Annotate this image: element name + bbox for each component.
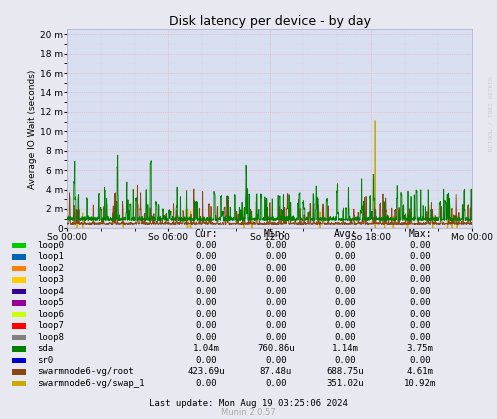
Text: 1.14m: 1.14m bbox=[332, 344, 359, 353]
Text: 0.00: 0.00 bbox=[195, 275, 217, 284]
Text: loop0: loop0 bbox=[37, 241, 64, 250]
Text: 0.00: 0.00 bbox=[334, 310, 356, 319]
Text: loop6: loop6 bbox=[37, 310, 64, 319]
Text: Cur:: Cur: bbox=[194, 229, 218, 239]
Text: RDTOOL / TOBI OETKER: RDTOOL / TOBI OETKER bbox=[489, 76, 494, 150]
Text: 0.00: 0.00 bbox=[195, 356, 217, 365]
Text: 0.00: 0.00 bbox=[409, 298, 431, 307]
Text: 0.00: 0.00 bbox=[334, 321, 356, 330]
Text: Munin 2.0.57: Munin 2.0.57 bbox=[221, 408, 276, 417]
Text: Last update: Mon Aug 19 03:25:06 2024: Last update: Mon Aug 19 03:25:06 2024 bbox=[149, 398, 348, 408]
Text: 0.00: 0.00 bbox=[409, 252, 431, 261]
Text: Avg:: Avg: bbox=[333, 229, 357, 239]
Text: 423.69u: 423.69u bbox=[187, 367, 225, 376]
Text: 0.00: 0.00 bbox=[265, 298, 287, 307]
Text: sr0: sr0 bbox=[37, 356, 53, 365]
Text: 0.00: 0.00 bbox=[409, 321, 431, 330]
Text: 0.00: 0.00 bbox=[265, 333, 287, 342]
Text: 688.75u: 688.75u bbox=[327, 367, 364, 376]
Text: 0.00: 0.00 bbox=[195, 252, 217, 261]
Text: loop7: loop7 bbox=[37, 321, 64, 330]
Text: 0.00: 0.00 bbox=[195, 310, 217, 319]
Text: loop5: loop5 bbox=[37, 298, 64, 307]
Text: 0.00: 0.00 bbox=[195, 287, 217, 296]
Text: 0.00: 0.00 bbox=[409, 333, 431, 342]
Text: 0.00: 0.00 bbox=[334, 252, 356, 261]
Text: 0.00: 0.00 bbox=[409, 356, 431, 365]
Text: 0.00: 0.00 bbox=[195, 264, 217, 273]
Text: 0.00: 0.00 bbox=[334, 264, 356, 273]
Text: sda: sda bbox=[37, 344, 53, 353]
Text: 0.00: 0.00 bbox=[334, 241, 356, 250]
Text: 0.00: 0.00 bbox=[409, 275, 431, 284]
Text: 3.75m: 3.75m bbox=[407, 344, 433, 353]
Text: swarmnode6-vg/swap_1: swarmnode6-vg/swap_1 bbox=[37, 379, 145, 388]
Text: 760.86u: 760.86u bbox=[257, 344, 295, 353]
Text: loop3: loop3 bbox=[37, 275, 64, 284]
Text: swarmnode6-vg/root: swarmnode6-vg/root bbox=[37, 367, 134, 376]
Text: 0.00: 0.00 bbox=[265, 252, 287, 261]
Text: 0.00: 0.00 bbox=[195, 321, 217, 330]
Text: 0.00: 0.00 bbox=[409, 264, 431, 273]
Text: 351.02u: 351.02u bbox=[327, 379, 364, 388]
Text: 0.00: 0.00 bbox=[409, 310, 431, 319]
Text: Min:: Min: bbox=[264, 229, 288, 239]
Text: 0.00: 0.00 bbox=[334, 333, 356, 342]
Text: 0.00: 0.00 bbox=[265, 264, 287, 273]
Text: 0.00: 0.00 bbox=[334, 287, 356, 296]
Text: 4.61m: 4.61m bbox=[407, 367, 433, 376]
Text: 0.00: 0.00 bbox=[265, 310, 287, 319]
Text: loop8: loop8 bbox=[37, 333, 64, 342]
Text: loop2: loop2 bbox=[37, 264, 64, 273]
Text: 0.00: 0.00 bbox=[195, 298, 217, 307]
Text: 1.04m: 1.04m bbox=[193, 344, 220, 353]
Text: 0.00: 0.00 bbox=[334, 356, 356, 365]
Text: 0.00: 0.00 bbox=[265, 241, 287, 250]
Text: 0.00: 0.00 bbox=[265, 275, 287, 284]
Y-axis label: Average IO Wait (seconds): Average IO Wait (seconds) bbox=[28, 69, 37, 189]
Text: 0.00: 0.00 bbox=[195, 379, 217, 388]
Text: 0.00: 0.00 bbox=[409, 241, 431, 250]
Text: 0.00: 0.00 bbox=[265, 356, 287, 365]
Text: 87.48u: 87.48u bbox=[260, 367, 292, 376]
Title: Disk latency per device - by day: Disk latency per device - by day bbox=[168, 15, 371, 28]
Text: loop1: loop1 bbox=[37, 252, 64, 261]
Text: 0.00: 0.00 bbox=[195, 241, 217, 250]
Text: 0.00: 0.00 bbox=[334, 298, 356, 307]
Text: 10.92m: 10.92m bbox=[404, 379, 436, 388]
Text: 0.00: 0.00 bbox=[409, 287, 431, 296]
Text: loop4: loop4 bbox=[37, 287, 64, 296]
Text: 0.00: 0.00 bbox=[265, 321, 287, 330]
Text: Max:: Max: bbox=[408, 229, 432, 239]
Text: 0.00: 0.00 bbox=[265, 287, 287, 296]
Text: 0.00: 0.00 bbox=[334, 275, 356, 284]
Text: 0.00: 0.00 bbox=[265, 379, 287, 388]
Text: 0.00: 0.00 bbox=[195, 333, 217, 342]
